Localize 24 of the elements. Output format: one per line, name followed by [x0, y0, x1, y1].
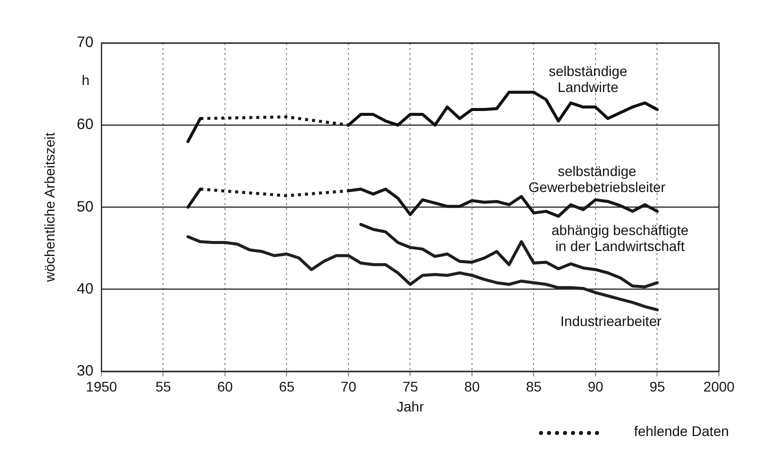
x-tick-label: 65 [278, 378, 295, 395]
series-label: selbständige Landwirte [548, 62, 628, 95]
x-tick-label: 2000 [703, 378, 735, 395]
x-tick-label: 70 [340, 378, 356, 395]
y-tick-label: 60 [76, 116, 94, 134]
text: h [82, 72, 90, 88]
x-tick-label: 1950 [86, 378, 118, 395]
x-tick-label: 60 [217, 378, 233, 395]
x-tick-label: 55 [155, 378, 172, 395]
text: fehlende Daten [634, 423, 729, 440]
x-tick-label: 80 [464, 378, 480, 395]
y-axis-title: wöchentliche Arbeitszeit [41, 132, 58, 283]
y-tick-label: 50 [76, 198, 94, 216]
y-tick-label: 40 [76, 280, 94, 298]
series-label: selbständige Gewerbebetriebsleiter [528, 162, 666, 195]
y-tick-label: 30 [76, 362, 94, 380]
series-label: abhängig beschäftigte in der Landwirtschaft [552, 222, 689, 254]
x-tick-label: 75 [402, 378, 418, 395]
x-tick-label: 90 [588, 378, 604, 395]
x-tick-label: 85 [526, 378, 542, 395]
series-label: Industriearbeiter [560, 312, 662, 329]
x-tick-label: 95 [649, 378, 666, 395]
x-axis-title: Jahr [396, 398, 424, 414]
y-tick-label: 70 [76, 34, 94, 52]
